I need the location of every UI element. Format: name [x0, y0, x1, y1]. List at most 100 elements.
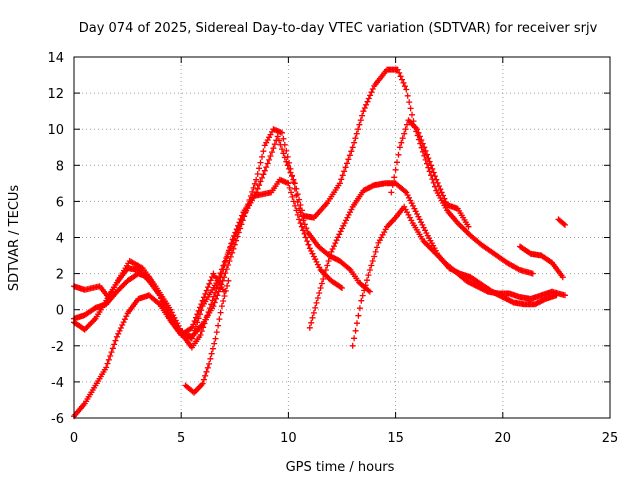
y-tick-label: 14	[47, 51, 64, 66]
data-point	[467, 226, 469, 228]
data-point	[530, 298, 532, 300]
data-point	[279, 179, 281, 181]
x-tick-label: 15	[387, 431, 404, 446]
data-point	[377, 242, 379, 244]
data-point	[298, 218, 300, 220]
data-point	[202, 305, 204, 307]
data-point	[320, 287, 322, 289]
data-point	[116, 291, 118, 293]
data-point	[191, 347, 193, 349]
data-point	[480, 283, 482, 285]
data-point	[487, 291, 489, 293]
y-tick-label: 6	[56, 195, 64, 210]
data-point	[369, 269, 371, 271]
y-tick-label: 12	[47, 87, 64, 102]
y-tick-label: -2	[51, 340, 64, 355]
data-point	[191, 327, 193, 329]
data-point	[307, 231, 309, 233]
data-point	[84, 403, 86, 405]
data-point	[215, 338, 217, 340]
x-tick-label: 20	[495, 431, 512, 446]
data-point	[513, 301, 515, 303]
data-point	[127, 312, 129, 314]
data-point	[352, 345, 354, 347]
data-point	[534, 303, 536, 305]
series-track-g	[349, 203, 568, 349]
data-point	[208, 363, 210, 365]
data-point	[395, 217, 397, 219]
data-point	[373, 85, 375, 87]
data-point	[350, 269, 352, 271]
data-point	[435, 179, 437, 181]
data-point	[425, 150, 427, 152]
x-tick-label: 10	[280, 431, 297, 446]
data-point	[416, 128, 418, 130]
data-point	[127, 280, 129, 282]
data-point	[457, 222, 459, 224]
data-point	[294, 182, 296, 184]
data-point	[148, 294, 150, 296]
axis-ticks: 0 5 10 15 20 25 -6 -4 -2 0 2 4 6 8 10 12 14	[47, 51, 618, 446]
data-point	[523, 303, 525, 305]
data-point	[545, 298, 547, 300]
data-point	[127, 267, 129, 269]
data-point	[199, 334, 201, 336]
data-point	[191, 336, 193, 338]
data-point	[169, 320, 171, 322]
data-point	[540, 255, 542, 257]
x-tick-label: 5	[177, 431, 185, 446]
series-track-e	[182, 277, 232, 396]
data-point	[330, 280, 332, 282]
data-point	[285, 161, 287, 163]
data-point	[422, 240, 424, 242]
data-point	[317, 246, 319, 248]
data-point	[264, 144, 266, 146]
data-point	[551, 262, 553, 264]
data-point	[99, 285, 101, 287]
data-point	[551, 291, 553, 293]
data-point	[255, 179, 257, 181]
data-point	[532, 273, 534, 275]
data-point	[212, 305, 214, 307]
data-point	[116, 336, 118, 338]
data-point	[386, 226, 388, 228]
data-point	[129, 260, 131, 262]
data-point	[362, 110, 364, 112]
data-point	[519, 269, 521, 271]
data-point	[373, 184, 375, 186]
data-point	[169, 314, 171, 316]
data-point	[399, 146, 401, 148]
data-point	[272, 128, 274, 130]
series-track-f	[306, 180, 560, 331]
data-point	[232, 238, 234, 240]
data-point	[416, 213, 418, 215]
data-point	[470, 235, 472, 237]
data-point	[210, 303, 212, 305]
data-point	[427, 235, 429, 237]
data-point	[352, 146, 354, 148]
data-point	[425, 159, 427, 161]
data-point	[184, 385, 186, 387]
series-track-i	[517, 243, 566, 281]
data-point	[180, 334, 182, 336]
series-track-c	[71, 176, 345, 351]
data-point	[362, 190, 364, 192]
data-point	[84, 329, 86, 331]
data-point	[326, 202, 328, 204]
data-point	[227, 280, 229, 282]
data-point	[309, 327, 311, 329]
data-point	[390, 191, 392, 193]
data-point	[433, 251, 435, 253]
data-point	[148, 276, 150, 278]
data-point	[480, 244, 482, 246]
data-point	[137, 269, 139, 271]
data-point	[84, 314, 86, 316]
series-markers	[555, 216, 568, 228]
data-point	[476, 285, 478, 287]
y-tick-label: -6	[51, 412, 64, 427]
data-point	[320, 269, 322, 271]
data-point	[212, 273, 214, 275]
data-point	[339, 260, 341, 262]
data-point	[455, 271, 457, 273]
data-point	[457, 208, 459, 210]
